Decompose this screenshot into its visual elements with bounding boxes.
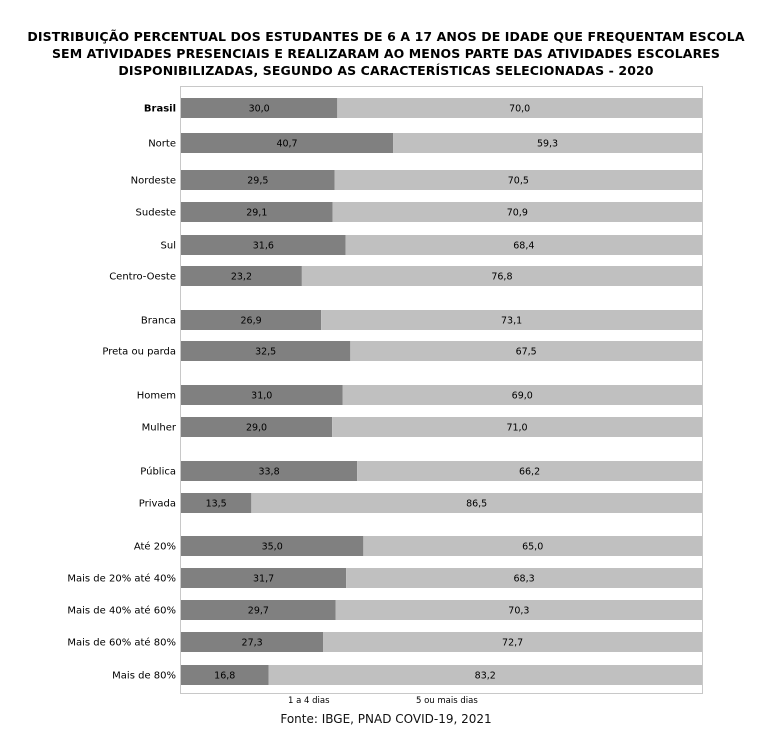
bar-5-ou-mais-dias-10 [357, 461, 702, 481]
data-label-1-a-4-dias-11: 13,5 [206, 499, 227, 510]
data-label-1-a-4-dias-3: 29,1 [246, 208, 267, 219]
bar-1-a-4-dias-16 [181, 665, 269, 685]
data-label-1-a-4-dias-7: 32,5 [255, 347, 276, 358]
bar-1-a-4-dias-7 [181, 341, 351, 361]
data-label-5-ou-mais-dias-12: 65,0 [522, 542, 543, 553]
category-label-1: Norte [148, 139, 176, 150]
bar-1-a-4-dias-9 [181, 417, 333, 437]
data-label-1-a-4-dias-13: 31,7 [253, 574, 274, 585]
bar-1-a-4-dias-0 [181, 98, 338, 118]
data-label-5-ou-mais-dias-16: 83,2 [475, 671, 496, 682]
category-label-14: Mais de 40% até 60% [67, 605, 176, 617]
chart-title-line-2: SEM ATIVIDADES PRESENCIAIS E REALIZARAM … [51, 46, 721, 61]
category-label-15: Mais de 60% até 80% [67, 637, 176, 649]
category-label-2: Nordeste [131, 176, 176, 187]
bar-5-ou-mais-dias-12 [363, 536, 702, 556]
category-label-13: Mais de 20% até 40% [67, 573, 176, 585]
bar-5-ou-mais-dias-6 [321, 310, 702, 330]
bar-1-a-4-dias-11 [181, 493, 252, 513]
bar-1-a-4-dias-10 [181, 461, 358, 481]
data-label-1-a-4-dias-1: 40,7 [276, 139, 297, 150]
category-label-0: Brasil [144, 104, 176, 115]
data-label-5-ou-mais-dias-4: 68,4 [513, 241, 534, 252]
category-label-16: Mais de 80% [112, 671, 176, 682]
data-label-5-ou-mais-dias-5: 76,8 [491, 272, 512, 283]
chart-title-line-3: DISPONIBILIZADAS, SEGUNDO AS CARACTERÍST… [118, 63, 654, 78]
bar-1-a-4-dias-2 [181, 170, 335, 190]
data-label-1-a-4-dias-9: 29,0 [246, 423, 267, 434]
bar-1-a-4-dias-4 [181, 235, 346, 255]
bar-5-ou-mais-dias-0 [337, 98, 702, 118]
category-label-7: Preta ou parda [102, 347, 176, 358]
category-label-5: Centro-Oeste [109, 272, 176, 283]
source-note: Fonte: IBGE, PNAD COVID-19, 2021 [280, 712, 492, 726]
data-label-1-a-4-dias-14: 29,7 [248, 606, 269, 617]
data-label-5-ou-mais-dias-6: 73,1 [501, 316, 522, 327]
bar-1-a-4-dias-14 [181, 600, 336, 620]
category-label-10: Pública [140, 466, 176, 478]
data-label-1-a-4-dias-6: 26,9 [240, 316, 261, 327]
data-label-5-ou-mais-dias-1: 59,3 [537, 139, 558, 150]
data-label-5-ou-mais-dias-8: 69,0 [512, 391, 533, 402]
data-label-5-ou-mais-dias-13: 68,3 [514, 574, 535, 585]
bar-5-ou-mais-dias-4 [345, 235, 702, 255]
bar-5-ou-mais-dias-15 [323, 632, 702, 652]
category-label-8: Homem [137, 391, 176, 402]
category-label-6: Branca [141, 316, 176, 327]
data-label-5-ou-mais-dias-3: 70,9 [507, 208, 528, 219]
bar-5-ou-mais-dias-7 [350, 341, 702, 361]
data-label-1-a-4-dias-16: 16,8 [214, 671, 235, 682]
data-label-5-ou-mais-dias-7: 67,5 [516, 347, 537, 358]
legend-label-5-ou-mais-dias: 5 ou mais dias [416, 696, 478, 706]
bar-5-ou-mais-dias-1 [393, 133, 702, 153]
bar-1-a-4-dias-8 [181, 385, 343, 405]
bar-1-a-4-dias-13 [181, 568, 347, 588]
bar-1-a-4-dias-15 [181, 632, 324, 652]
data-label-1-a-4-dias-12: 35,0 [262, 542, 283, 553]
bar-1-a-4-dias-5 [181, 266, 302, 286]
data-label-1-a-4-dias-2: 29,5 [247, 176, 268, 187]
bar-5-ou-mais-dias-3 [332, 202, 702, 222]
bar-5-ou-mais-dias-16 [268, 665, 702, 685]
bar-5-ou-mais-dias-14 [335, 600, 702, 620]
bar-1-a-4-dias-3 [181, 202, 333, 222]
data-label-1-a-4-dias-0: 30,0 [249, 104, 270, 115]
bar-1-a-4-dias-12 [181, 536, 364, 556]
bar-5-ou-mais-dias-8 [342, 385, 702, 405]
data-label-5-ou-mais-dias-15: 72,7 [502, 638, 523, 649]
bar-1-a-4-dias-6 [181, 310, 322, 330]
bar-5-ou-mais-dias-2 [334, 170, 702, 190]
category-label-11: Privada [139, 499, 176, 510]
bar-5-ou-mais-dias-11 [251, 493, 702, 513]
data-label-1-a-4-dias-10: 33,8 [258, 467, 279, 478]
bar-5-ou-mais-dias-13 [346, 568, 702, 588]
category-label-9: Mulher [142, 423, 177, 434]
plot-area [180, 86, 703, 694]
bar-1-a-4-dias-1 [181, 133, 394, 153]
data-label-5-ou-mais-dias-0: 70,0 [509, 104, 530, 115]
data-label-1-a-4-dias-8: 31,0 [251, 391, 272, 402]
data-label-5-ou-mais-dias-11: 86,5 [466, 499, 487, 510]
data-label-5-ou-mais-dias-9: 71,0 [506, 423, 527, 434]
legend-label-1-a-4-dias: 1 a 4 dias [288, 696, 330, 706]
data-label-1-a-4-dias-5: 23,2 [231, 272, 252, 283]
chart-title: DISTRIBUIÇÃO PERCENTUAL DOS ESTUDANTES D… [0, 28, 772, 79]
data-label-1-a-4-dias-4: 31,6 [253, 241, 274, 252]
data-label-5-ou-mais-dias-14: 70,3 [508, 606, 529, 617]
category-label-3: Sudeste [136, 208, 176, 219]
data-label-5-ou-mais-dias-2: 70,5 [508, 176, 529, 187]
bar-5-ou-mais-dias-9 [332, 417, 702, 437]
data-label-1-a-4-dias-15: 27,3 [242, 638, 263, 649]
data-label-5-ou-mais-dias-10: 66,2 [519, 467, 540, 478]
category-label-12: Até 20% [134, 541, 176, 553]
chart-title-line-1: DISTRIBUIÇÃO PERCENTUAL DOS ESTUDANTES D… [27, 29, 745, 44]
bar-5-ou-mais-dias-5 [301, 266, 702, 286]
category-label-4: Sul [161, 241, 176, 252]
